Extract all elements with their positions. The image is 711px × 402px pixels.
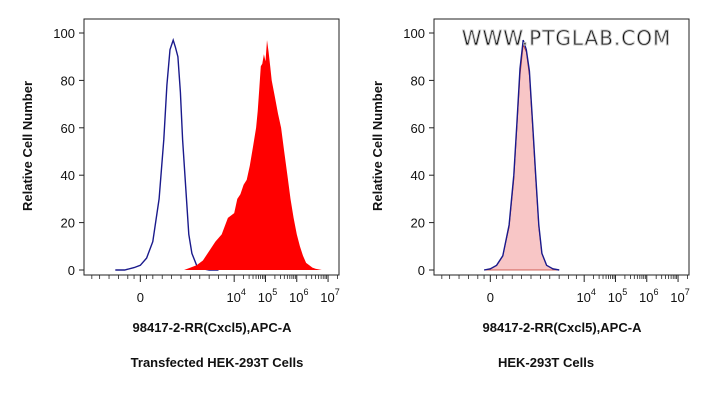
- y-tick-label: 100: [403, 26, 425, 41]
- y-tick-label: 80: [61, 73, 75, 88]
- x-tick-label: 0: [487, 290, 494, 305]
- y-tick-label: 20: [411, 216, 425, 231]
- x-tick-label: 106: [289, 287, 308, 305]
- plot-frame: [433, 18, 690, 276]
- x-tick-label: 107: [320, 287, 339, 305]
- y-axis-title: Relative Cell Number: [20, 81, 35, 211]
- histogram-filled-series: [484, 43, 560, 271]
- x-tick-label: 104: [576, 287, 595, 305]
- histogram-filled-series: [184, 40, 328, 270]
- x-axis-title: 98417-2-RR(Cxcl5),APC-A: [133, 320, 293, 335]
- y-tick-label: 40: [61, 168, 75, 183]
- x-axis-title: 98417-2-RR(Cxcl5),APC-A: [483, 320, 643, 335]
- panel-caption: HEK-293T Cells: [498, 355, 594, 370]
- y-tick-label: 0: [418, 263, 425, 278]
- histogram-outline-series: [483, 39, 560, 271]
- x-tick-label: 106: [639, 287, 658, 305]
- x-tick-label: 107: [670, 287, 689, 305]
- x-tick-label: 0: [137, 290, 144, 305]
- watermark-text: WWW.PTGLAB.COM: [462, 26, 672, 50]
- panel-caption: Transfected HEK-293T Cells: [131, 355, 304, 370]
- y-tick-label: 60: [61, 121, 75, 136]
- x-tick-label: 104: [226, 287, 245, 305]
- histogram-panel-control: Relative Cell Number 98417-2-RR(Cxcl5),A…: [370, 18, 690, 370]
- y-tick-label: 20: [61, 216, 75, 231]
- histogram-panel-transfected: Relative Cell Number 98417-2-RR(Cxcl5),A…: [20, 18, 340, 370]
- y-axis-title: Relative Cell Number: [370, 81, 385, 211]
- y-tick-label: 40: [411, 168, 425, 183]
- y-tick-label: 0: [68, 263, 75, 278]
- histogram-outline-series: [115, 37, 219, 271]
- x-tick-label: 105: [258, 287, 277, 305]
- x-tick-label: 105: [608, 287, 627, 305]
- y-tick-label: 80: [411, 73, 425, 88]
- y-tick-label: 100: [53, 26, 75, 41]
- y-tick-label: 60: [411, 121, 425, 136]
- plot-frame: [83, 18, 340, 276]
